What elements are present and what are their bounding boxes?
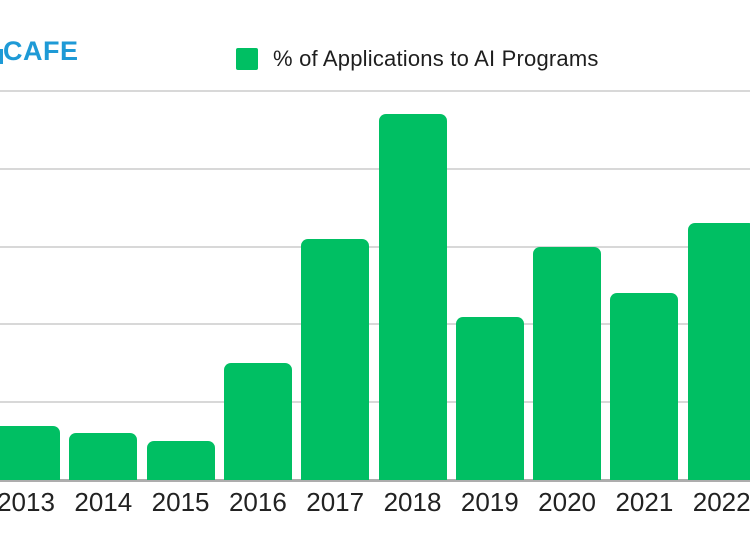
bar-2015 <box>146 441 215 480</box>
x-axis-label-2018: 2018 <box>383 487 442 517</box>
x-axis-label-2014: 2014 <box>74 487 133 517</box>
x-axis-label-2019: 2019 <box>460 487 519 517</box>
bar-2013 <box>0 425 60 480</box>
bar-2019 <box>455 316 524 480</box>
bar-2017 <box>301 238 370 480</box>
bar-2022 <box>687 223 750 480</box>
x-axis-label-2013: 2013 <box>0 487 55 517</box>
x-axis-label-2022: 2022 <box>692 487 750 517</box>
x-axis-line <box>0 479 750 482</box>
x-axis-label-2016: 2016 <box>228 487 287 517</box>
legend-swatch <box>236 48 258 70</box>
gridline <box>0 401 750 404</box>
gridline <box>0 167 750 170</box>
gridline <box>0 90 750 92</box>
bar-2021 <box>610 293 679 480</box>
gridline <box>0 323 750 326</box>
brand-logo-text: CAFE <box>3 36 79 66</box>
x-axis-label-2015: 2015 <box>151 487 210 517</box>
gridline <box>0 245 750 248</box>
bar-2014 <box>69 433 138 480</box>
x-axis-label-2017: 2017 <box>306 487 365 517</box>
bar-2020 <box>533 246 602 480</box>
logo-letter-fragment <box>0 49 3 64</box>
bar-2016 <box>223 363 292 480</box>
x-axis-label-2021: 2021 <box>615 487 674 517</box>
x-axis-label-2020: 2020 <box>538 487 597 517</box>
bar-2018 <box>378 114 447 480</box>
chart-legend: % of Applications to AI Programs <box>236 45 599 73</box>
legend-label: % of Applications to AI Programs <box>273 46 599 71</box>
